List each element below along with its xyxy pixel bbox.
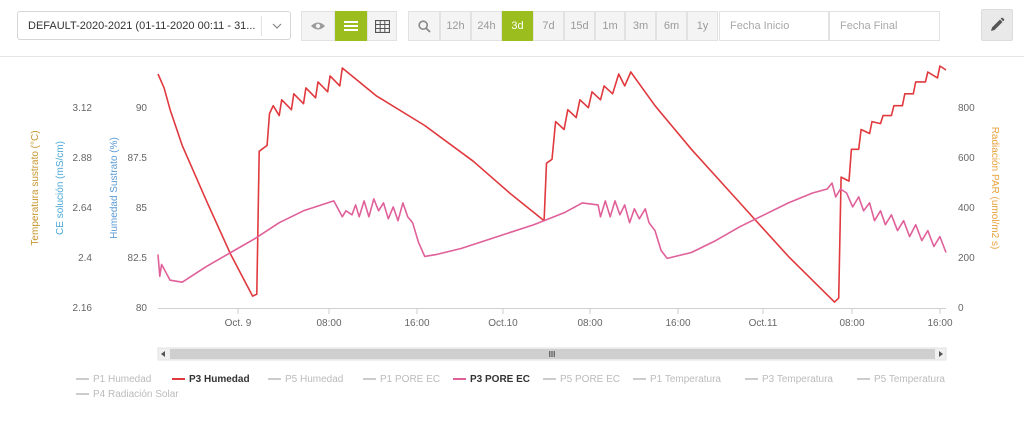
legend-item-p1-humedad[interactable]: P1 Humedad [76, 374, 151, 385]
dataset-select-value: DEFAULT-2020-2021 (01-11-2020 00:11 - 31… [28, 20, 256, 32]
x-tick-label: Oct.10 [488, 318, 518, 329]
legend-label: P4 Radiación Solar [93, 389, 179, 400]
temperature-tick-label: 2.64 [73, 203, 93, 214]
legend-item-p5-humedad[interactable]: P5 Humedad [268, 374, 343, 385]
radiation-tick-label: 800 [958, 103, 975, 114]
navigator-thumb [170, 349, 935, 359]
select-divider [261, 16, 262, 36]
legend-label: P3 Temperatura [762, 374, 833, 385]
scroll-left-arrow [161, 351, 165, 357]
chevron-down-icon [272, 23, 282, 29]
humidity-tick-label: 87.5 [128, 153, 148, 164]
legend-label: P1 Temperatura [650, 374, 721, 385]
search-icon [417, 19, 431, 33]
range-button-6m[interactable]: 6m [656, 11, 687, 41]
ec-axis-title: CE solución (mS/cm) [55, 141, 66, 235]
legend-label: P5 PORE EC [560, 374, 620, 385]
x-tick-label: 16:00 [927, 318, 952, 329]
legend-label: P5 Humedad [285, 374, 343, 385]
radiation-axis-title: Radiación PAR (umol/m2 s) [989, 127, 1000, 250]
x-tick-label: 16:00 [404, 318, 429, 329]
humidity-tick-label: 90 [136, 103, 148, 114]
legend-item-p3-pore-ec[interactable]: P3 PORE EC [453, 374, 530, 385]
table-view-button[interactable] [367, 11, 397, 41]
range-button-3m[interactable]: 3m [625, 11, 656, 41]
range-button-3d[interactable]: 3d [502, 11, 533, 41]
dataset-select[interactable]: DEFAULT-2020-2021 (01-11-2020 00:11 - 31… [17, 11, 291, 40]
radiation-tick-label: 600 [958, 153, 975, 164]
chart-view-button[interactable] [335, 11, 367, 41]
end-date-input[interactable]: Fecha Final [829, 11, 940, 41]
humidity-tick-label: 80 [136, 303, 148, 314]
chart-toolbar: DEFAULT-2020-2021 (01-11-2020 00:11 - 31… [0, 0, 1024, 57]
temperature-tick-label: 2.88 [73, 153, 93, 164]
x-tick-label: 08:00 [577, 318, 602, 329]
table-grid-icon [374, 19, 390, 33]
temperature-tick-label: 3.12 [73, 103, 93, 114]
legend-item-p5-pore-ec[interactable]: P5 PORE EC [543, 374, 620, 385]
humidity-tick-label: 82.5 [128, 253, 148, 264]
legend-item-p5-temperatura[interactable]: P5 Temperatura [857, 374, 945, 385]
humidity-axis-title: Humedad Sustrato (%) [109, 137, 120, 239]
range-button-1m[interactable]: 1m [595, 11, 625, 41]
temperature-tick-label: 2.16 [73, 303, 93, 314]
series-line-p3-pore-ec [157, 182, 947, 283]
list-lines-icon [344, 21, 358, 31]
navigator-grip: III [549, 350, 556, 359]
radiation-tick-label: 400 [958, 203, 975, 214]
humidity-tick-label: 85 [136, 203, 148, 214]
pencil-icon [991, 17, 1005, 31]
edit-button[interactable] [981, 9, 1013, 41]
zoom-search-button[interactable] [408, 11, 440, 41]
legend-item-p1-temperatura[interactable]: P1 Temperatura [633, 374, 721, 385]
legend-item-p3-temperatura[interactable]: P3 Temperatura [745, 374, 833, 385]
x-tick-label: Oct.11 [749, 318, 778, 329]
range-button-1y[interactable]: 1y [687, 11, 718, 41]
legend-label: P3 Humedad [189, 374, 250, 385]
legend-item-p1-pore-ec[interactable]: P1 PORE EC [363, 374, 440, 385]
visibility-toggle-button[interactable] [301, 11, 335, 41]
start-date-placeholder: Fecha Inicio [730, 20, 790, 32]
legend-label: P5 Temperatura [874, 374, 945, 385]
start-date-input[interactable]: Fecha Inicio [719, 11, 829, 41]
legend-label: P1 PORE EC [380, 374, 440, 385]
legend-label: P1 Humedad [93, 374, 151, 385]
eye-icon [311, 22, 325, 30]
x-tick-label: 08:00 [839, 318, 864, 329]
range-button-24h[interactable]: 24h [471, 11, 502, 41]
end-date-placeholder: Fecha Final [840, 20, 898, 32]
scroll-right-arrow [939, 351, 943, 357]
range-button-7d[interactable]: 7d [533, 11, 564, 41]
legend-label: P3 PORE EC [470, 374, 530, 385]
series-line-p3-humedad [157, 65, 947, 303]
range-button-15d[interactable]: 15d [564, 11, 595, 41]
legend-item-p3-humedad[interactable]: P3 Humedad [172, 374, 250, 385]
temperature-tick-label: 2.4 [78, 253, 92, 264]
legend-item-p4-radiación-solar[interactable]: P4 Radiación Solar [76, 389, 179, 400]
x-tick-label: 08:00 [316, 318, 341, 329]
temperature-axis-title: Temperatura sustrato (°C) [30, 130, 41, 245]
radiation-tick-label: 200 [958, 253, 975, 264]
radiation-tick-label: 0 [958, 303, 964, 314]
range-button-12h[interactable]: 12h [440, 11, 471, 41]
x-tick-label: 16:00 [665, 318, 690, 329]
x-tick-label: Oct. 9 [225, 318, 252, 329]
